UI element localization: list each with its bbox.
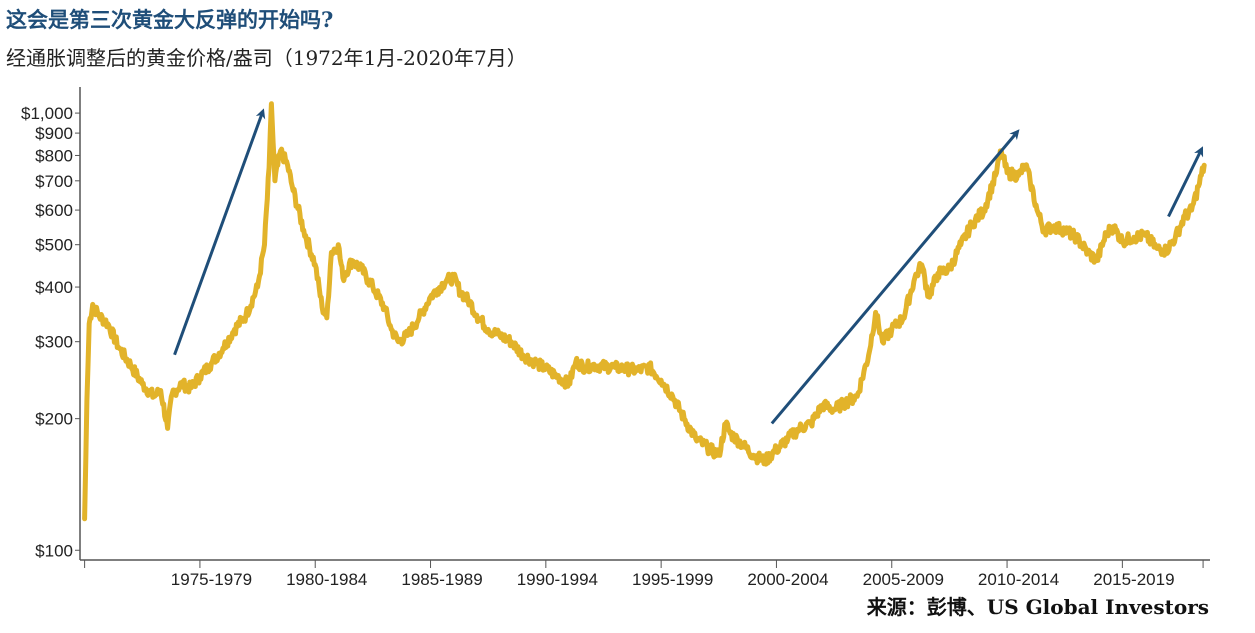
x-tick-label: 1975-1979 — [171, 570, 252, 589]
y-tick-label: $400 — [35, 278, 73, 297]
chart-title: 这会是第三次黄金大反弹的开始吗? — [6, 7, 334, 32]
x-tick-label: 2005-2009 — [863, 570, 944, 589]
x-tick-label: 1980-1984 — [286, 570, 367, 589]
source-note: 来源：彭博、US Global Investors — [866, 595, 1209, 619]
x-tick-label: 1990-1994 — [517, 570, 598, 589]
gold-price-line — [82, 101, 1207, 522]
price-series — [82, 101, 1207, 522]
y-tick-label: $800 — [35, 146, 73, 165]
y-tick-label: $500 — [35, 236, 73, 255]
y-tick-label: $200 — [35, 410, 73, 429]
x-tick-label: 2010-2014 — [978, 570, 1059, 589]
y-tick-label: $100 — [35, 541, 73, 560]
chart-subtitle: 经通胀调整后的黄金价格/盎司（1972年1月-2020年7月） — [6, 46, 527, 70]
axes — [79, 87, 1210, 561]
x-tick-label: 2000-2004 — [747, 570, 828, 589]
x-tick-label: 1985-1989 — [401, 570, 482, 589]
y-tick-label: $900 — [35, 124, 73, 143]
trend-arrows — [173, 108, 1204, 425]
y-axis-ticks: $100 $200 $300 $400 $500 $600 $700 $800 $900$1,0… — [21, 104, 80, 560]
trend-arrow — [173, 108, 266, 356]
x-tick-label: 2015-2019 — [1093, 570, 1174, 589]
x-axis-ticks: 1975-1979 1980-1984 1985-1989 1990-1994 1995… — [84, 560, 1204, 589]
y-tick-label: $1,000 — [21, 104, 73, 123]
y-tick-label: $700 — [35, 172, 73, 191]
y-tick-label: $300 — [35, 333, 73, 352]
trend-arrow — [770, 129, 1020, 425]
y-tick-label: $600 — [35, 201, 73, 220]
trend-arrow — [1167, 146, 1204, 218]
x-tick-label: 1995-1999 — [632, 570, 713, 589]
